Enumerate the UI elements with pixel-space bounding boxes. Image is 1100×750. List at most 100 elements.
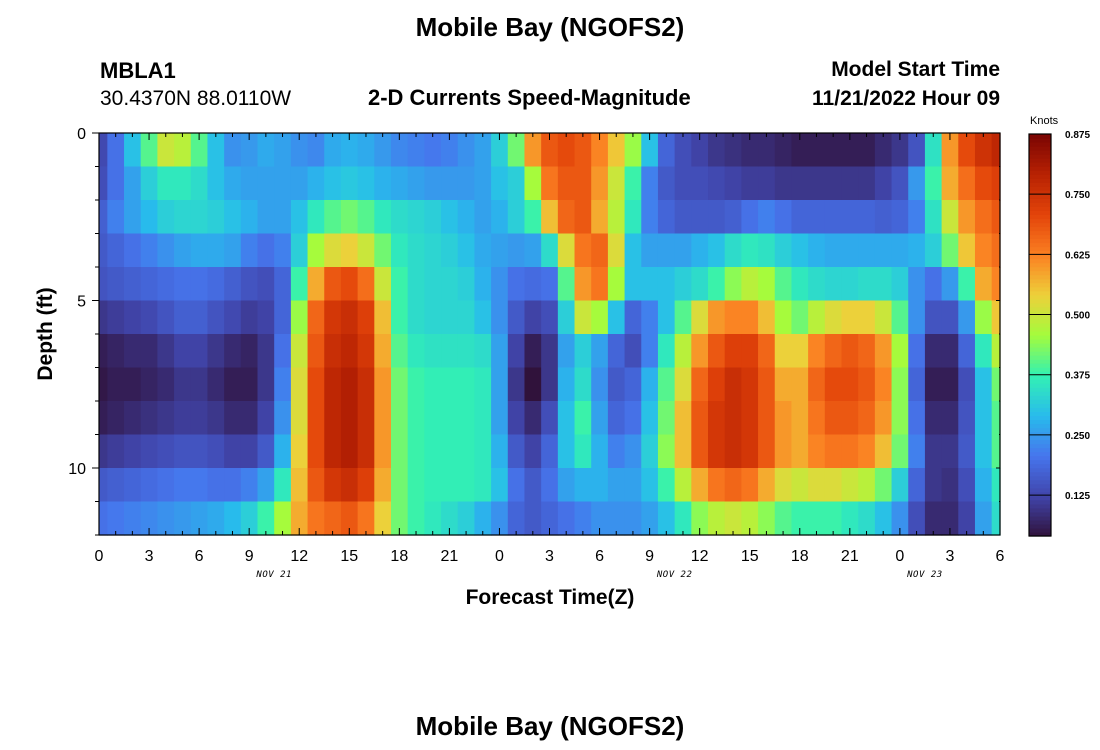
colorbar-swatch <box>1029 158 1051 163</box>
heatmap-cell <box>207 434 225 469</box>
heatmap-cell <box>224 434 242 469</box>
heatmap-cell <box>390 434 409 469</box>
heatmap-cell <box>924 200 943 235</box>
heatmap-cell <box>824 334 843 369</box>
x-tick-label: 0 <box>495 548 504 565</box>
colorbar-swatch <box>1029 479 1051 485</box>
colorbar-swatch <box>1029 483 1051 489</box>
y-tick-label: 0 <box>77 126 86 143</box>
heatmap-cell <box>207 501 225 536</box>
heatmap-cell <box>741 334 759 369</box>
heatmap-cell <box>340 233 359 268</box>
heatmap-cell <box>424 133 442 168</box>
heatmap-cell <box>724 334 742 369</box>
heatmap-cell <box>741 468 759 503</box>
heatmap-cell <box>674 300 692 335</box>
heatmap-cell <box>574 300 592 335</box>
heatmap-cell <box>374 133 392 168</box>
heatmap-cell <box>741 133 759 168</box>
heatmap-cell <box>224 468 242 503</box>
heatmap-cell <box>424 200 442 235</box>
heatmap-cell <box>157 300 175 335</box>
colorbar-swatch <box>1029 226 1051 232</box>
heatmap-cell <box>224 200 242 235</box>
heatmap-cell <box>124 367 142 402</box>
heatmap-cell <box>524 166 542 201</box>
heatmap-cell <box>140 334 158 369</box>
colorbar-swatch <box>1029 330 1051 336</box>
heatmap-cell <box>708 133 726 168</box>
heatmap-cell <box>190 267 209 302</box>
heatmap-cell <box>808 133 826 168</box>
heatmap-cell <box>974 233 993 268</box>
heatmap-cell <box>224 233 242 268</box>
heatmap-cell <box>641 501 659 536</box>
heatmap-cell <box>574 200 592 235</box>
heatmap-cell <box>724 200 742 235</box>
chart-title-top: Mobile Bay (NGOFS2) <box>415 12 685 42</box>
heatmap-cell <box>507 233 526 268</box>
colorbar-swatch <box>1029 150 1051 155</box>
heatmap-cell <box>407 334 425 369</box>
heatmap-cell <box>724 300 742 335</box>
heatmap-cell <box>991 233 1001 268</box>
heatmap-cell <box>741 200 759 235</box>
colorbar-swatch <box>1029 142 1051 147</box>
heatmap-cell <box>307 267 325 302</box>
heatmap-cell <box>157 501 175 536</box>
x-tick-label: 3 <box>545 548 554 565</box>
heatmap-cell <box>657 501 676 536</box>
heatmap-cell <box>591 401 609 436</box>
heatmap-cell <box>808 267 826 302</box>
heatmap-cell <box>941 267 959 302</box>
heatmap-cell <box>207 300 225 335</box>
heatmap-cell <box>824 434 843 469</box>
heatmap-cell <box>99 300 108 335</box>
colorbar-swatch <box>1029 230 1051 236</box>
heatmap-cell <box>557 401 576 436</box>
heatmap-cell <box>307 468 325 503</box>
heatmap-cell <box>407 300 425 335</box>
heatmap-cell <box>691 501 709 536</box>
colorbar-swatch <box>1029 495 1051 501</box>
heatmap-cell <box>924 468 943 503</box>
heatmap-cell <box>507 468 526 503</box>
x-tick-label: 3 <box>945 548 954 565</box>
heatmap-cell <box>874 401 893 436</box>
chart-title-bottom: Mobile Bay (NGOFS2) <box>415 711 685 741</box>
heatmap-cell <box>924 367 943 402</box>
heatmap-cell <box>457 334 476 369</box>
heatmap-cell <box>607 401 626 436</box>
heatmap-cell <box>991 300 1001 335</box>
colorbar-swatch <box>1029 403 1051 408</box>
heatmap-cell <box>858 133 876 168</box>
colorbar-swatch <box>1029 306 1051 312</box>
heatmap-cell <box>190 200 209 235</box>
heatmap-cell <box>474 200 492 235</box>
heatmap-cell <box>290 468 309 503</box>
heatmap-cell <box>457 267 476 302</box>
heatmap-cell <box>224 300 242 335</box>
heatmap-cell <box>240 401 259 436</box>
heatmap-cell <box>441 300 459 335</box>
heatmap-cell <box>99 334 108 369</box>
heatmap-cell <box>491 166 509 201</box>
heatmap-cell <box>424 401 442 436</box>
heatmap-cell <box>390 401 409 436</box>
heatmap-cell <box>624 133 642 168</box>
station-id: MBLA1 <box>100 58 176 83</box>
heatmap-cell <box>858 166 876 201</box>
heatmap-cell <box>958 233 976 268</box>
heatmap-cell <box>774 166 793 201</box>
heatmap-cell <box>124 166 142 201</box>
colorbar-swatch <box>1029 347 1051 352</box>
colorbar-swatch <box>1029 487 1051 493</box>
heatmap-cell <box>607 434 626 469</box>
heatmap-cell <box>808 200 826 235</box>
colorbar-swatch <box>1029 463 1051 469</box>
heatmap-cell <box>874 300 893 335</box>
heatmap-cell <box>124 300 142 335</box>
heatmap-cell <box>574 133 592 168</box>
heatmap-cell <box>591 334 609 369</box>
heatmap-cell <box>274 468 292 503</box>
